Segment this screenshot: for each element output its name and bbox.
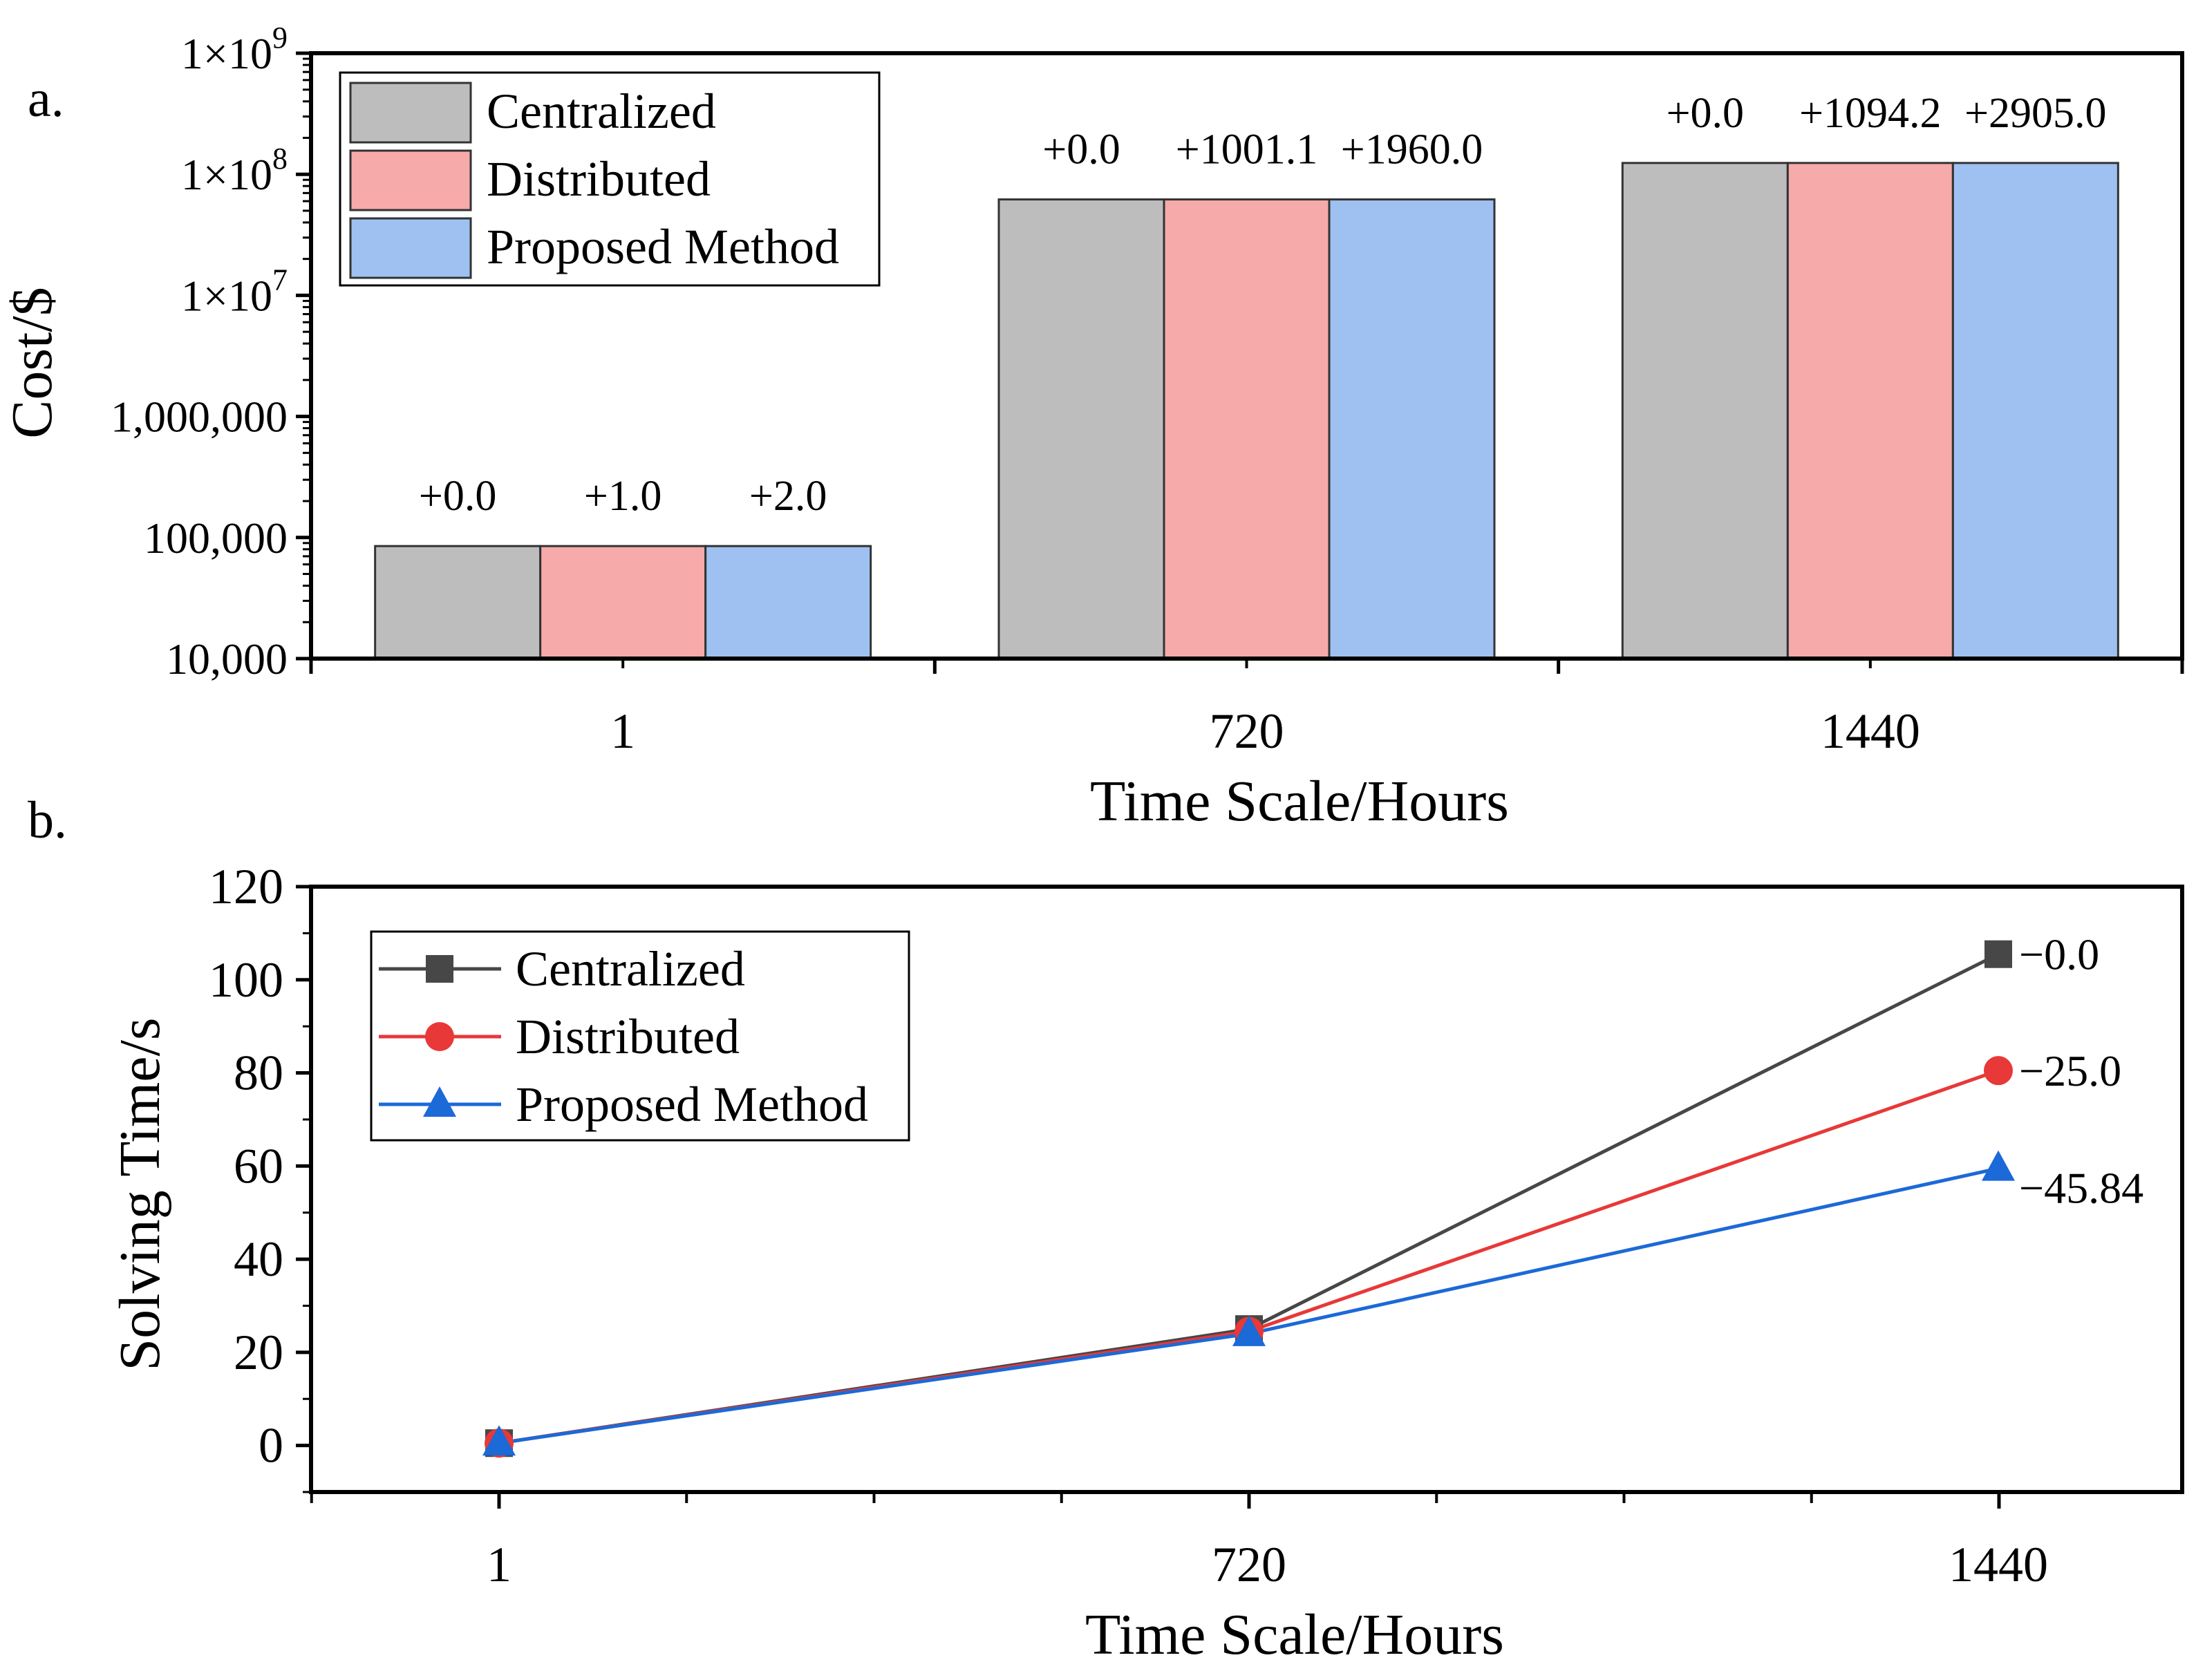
y-tick-label: 20	[234, 1325, 283, 1380]
legend-label: Centralized	[487, 84, 716, 139]
legend-label: Distributed	[516, 1009, 740, 1064]
legend-swatch-distributed	[349, 149, 472, 211]
y-tick-mantissa: 1×10	[181, 29, 272, 78]
y-tick-label: 60	[234, 1138, 283, 1193]
x-tick-label: 1	[610, 704, 635, 759]
bar-distributed-1	[539, 545, 707, 660]
legend-label: Proposed Method	[516, 1077, 868, 1132]
bar-distributed-1440	[1786, 162, 1954, 660]
panel-a-label: a.	[28, 70, 64, 128]
line-proposed-method	[498, 1167, 1999, 1445]
y-tick-label: 120	[209, 859, 283, 914]
x-tick-label: 720	[1212, 1537, 1286, 1592]
x-tick-label: 1440	[1821, 704, 1920, 759]
panel-a-x-axis: 1 720 1440	[309, 659, 2184, 759]
y-tick-label: 10,000	[166, 634, 288, 683]
y-tick-exponent: 7	[272, 263, 288, 296]
legend-label: Proposed Method	[487, 219, 839, 274]
legend-label: Distributed	[487, 151, 711, 207]
y-tick-label: 1×107	[181, 263, 288, 320]
bar-proposed-method-1	[704, 545, 872, 660]
panel-a-bar-labels: +0.0 +1.0 +2.0 +0.0 +1001.1 +1960.0 +0.0 +1094.…	[419, 90, 2107, 520]
bar-data-label: +0.0	[419, 473, 496, 520]
y-tick-label: 1×108	[181, 142, 288, 199]
y-tick-exponent: 8	[272, 142, 288, 176]
legend-marker-centralized	[426, 955, 453, 983]
bar-data-label: +1960.0	[1341, 126, 1483, 173]
marker-distributed-1440	[1984, 1056, 2013, 1086]
y-tick-exponent: 9	[272, 21, 288, 55]
panel-a-y-axis-title: Cost/$	[0, 287, 64, 438]
panel-a-x-axis-title: Time Scale/Hours	[1090, 769, 1509, 833]
marker-proposed-method-1	[482, 1425, 516, 1456]
panel-b-legend: Centralized Distributed Proposed Method	[370, 930, 910, 1142]
y-tick-label: 80	[234, 1046, 283, 1101]
bar-proposed-method-720	[1328, 198, 1496, 660]
end-value-label: −45.84	[2019, 1164, 2143, 1213]
x-tick-label: 1	[487, 1537, 512, 1592]
bar-data-label: +2.0	[749, 473, 827, 520]
y-tick-mantissa: 1×10	[181, 271, 272, 320]
bar-distributed-720	[1163, 198, 1331, 660]
y-tick-label: 1,000,000	[111, 393, 288, 442]
y-tick-label: 40	[234, 1231, 283, 1287]
marker-proposed-method-1440	[1982, 1150, 2015, 1181]
panel-b-x-axis: 1 720 1440	[310, 1492, 2048, 1592]
end-value-label: −25.0	[2019, 1046, 2121, 1095]
marker-centralized-1440	[1984, 940, 2012, 968]
panel-b-markers	[482, 940, 2015, 1458]
bar-data-label: +0.0	[1667, 90, 1744, 137]
bar-data-label: +0.0	[1042, 126, 1120, 173]
panel-b-end-labels: −0.0 −25.0 −45.84	[2019, 930, 2143, 1213]
bar-centralized-720	[997, 198, 1165, 660]
legend-swatch-proposed-method	[349, 217, 472, 279]
panel-a: a. +0.0 +1.0 +2.0 +0.0 +1001.1 +1960.0 +0.0 +10…	[0, 21, 2184, 833]
panel-b-plot-frame	[309, 885, 2184, 1494]
panel-b-y-axis-title: Solving Time/s	[108, 1017, 172, 1370]
panel-b-label: b.	[28, 791, 67, 849]
bar-data-label: +1094.2	[1799, 90, 1941, 137]
y-tick-label: 0	[259, 1418, 283, 1473]
bar-data-label: +1001.1	[1176, 126, 1317, 173]
bar-centralized-1440	[1621, 162, 1789, 660]
x-tick-label: 1440	[1949, 1537, 2048, 1592]
panel-a-bars	[374, 162, 2119, 660]
panel-b-x-axis-title: Time Scale/Hours	[1085, 1603, 1504, 1667]
bar-data-label: +2905.0	[1964, 90, 2106, 137]
legend-label: Centralized	[516, 941, 745, 997]
y-tick-mantissa: 1×10	[181, 150, 272, 199]
x-tick-label: 720	[1210, 704, 1284, 759]
y-tick-label: 100	[209, 952, 283, 1008]
bar-data-label: +1.0	[584, 473, 661, 520]
end-value-label: −0.0	[2019, 930, 2099, 979]
y-tick-label: 1×109	[181, 21, 288, 78]
panel-a-legend: Centralized Distributed Proposed Method	[339, 71, 881, 287]
panel-b-y-axis: 0 20 40 60 80 100 120	[209, 859, 311, 1493]
panel-b: b. 0 20 40 60 80 100 120 1 720 1440 −0.0 −25.0 −45…	[28, 791, 2184, 1667]
marker-proposed-method-720	[1232, 1315, 1266, 1346]
legend-marker-distributed	[425, 1022, 454, 1051]
legend-marker-proposed-method	[423, 1086, 456, 1117]
bar-centralized-1	[374, 545, 542, 660]
legend-swatch-centralized	[349, 82, 472, 144]
bar-proposed-method-1440	[1951, 162, 2119, 660]
y-tick-label: 100,000	[144, 513, 288, 563]
